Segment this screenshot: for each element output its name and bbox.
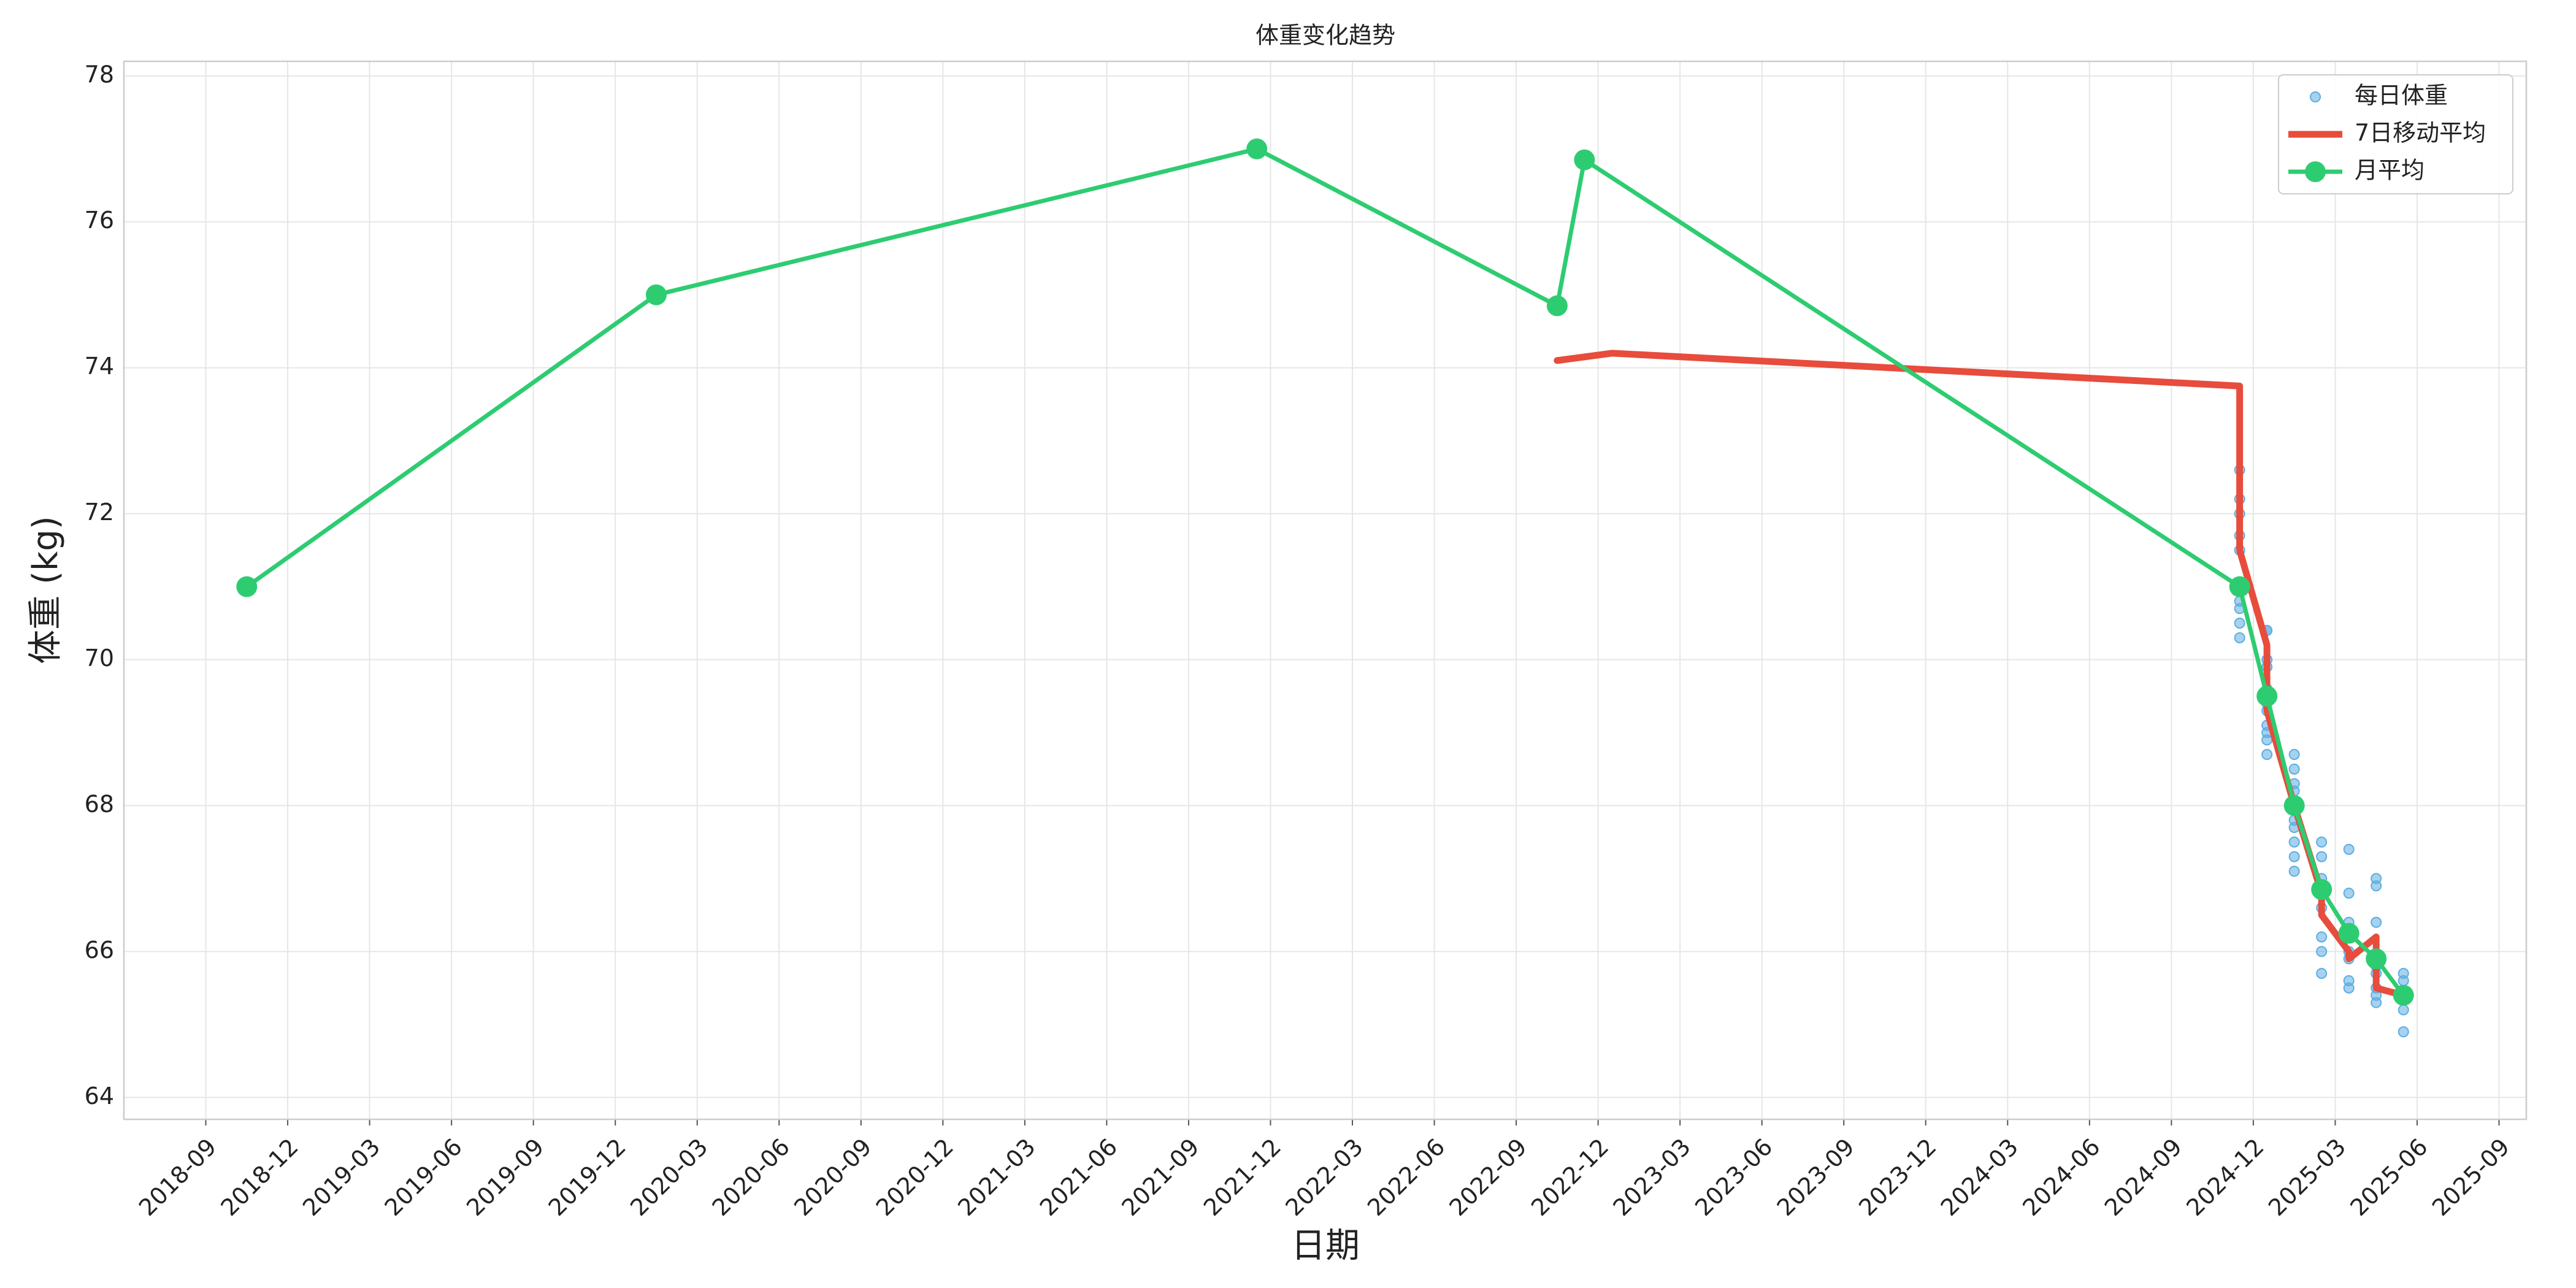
x-tick-label: 2024-09 [2099, 1133, 2187, 1221]
marker [2366, 948, 2387, 970]
marker [2229, 576, 2250, 597]
data-point [2288, 836, 2300, 848]
data-point [2288, 851, 2300, 862]
data-point [2343, 982, 2355, 994]
data-point [2234, 632, 2245, 643]
x-tick-label: 2022-12 [1526, 1133, 1614, 1221]
x-tick-label: 2018-12 [215, 1133, 303, 1221]
x-tick-label: 2024-06 [2017, 1133, 2105, 1221]
x-tick-label: 2019-06 [380, 1133, 467, 1221]
data-point [2288, 749, 2300, 761]
legend-box [2278, 74, 2513, 194]
data-point [2316, 851, 2328, 862]
legend-swatch [2305, 161, 2326, 182]
y-tick-label: 72 [85, 499, 114, 526]
x-tick-label: 2020-09 [789, 1133, 876, 1221]
x-tick-label: 2019-03 [297, 1133, 385, 1221]
x-tick-label: 2021-12 [1198, 1133, 1286, 1221]
data-point [2371, 916, 2382, 928]
line [1554, 350, 2407, 999]
x-tick-label: 2020-12 [871, 1133, 959, 1221]
y-tick-label: 64 [85, 1083, 114, 1110]
marker [1246, 138, 1268, 159]
x-tick-label: 2023-03 [1608, 1133, 1696, 1221]
legend-swatch [2310, 91, 2321, 102]
x-tick-label: 2021-09 [1116, 1133, 1204, 1221]
y-axis-label: 体重 (kg) [26, 516, 66, 664]
legend-label: 月平均 [2355, 157, 2425, 184]
data-point [2316, 946, 2328, 957]
x-tick-label: 2024-12 [2181, 1133, 2269, 1221]
x-tick-label: 2023-12 [1853, 1133, 1941, 1221]
data-point [2398, 1026, 2409, 1038]
data-point [2288, 763, 2300, 775]
data-point [2288, 865, 2300, 877]
data-point [2343, 843, 2355, 855]
x-tick-label: 2021-03 [953, 1133, 1040, 1221]
x-axis-label: 日期 [1291, 1226, 1360, 1266]
x-tick-label: 2024-03 [1936, 1133, 2023, 1221]
data-point [2398, 968, 2409, 979]
marker [645, 284, 667, 305]
marker [2393, 984, 2414, 1006]
legend-label: 每日体重 [2355, 82, 2448, 109]
line [244, 147, 2406, 998]
x-tick-label: 2025-06 [2345, 1133, 2432, 1221]
marker [2311, 879, 2333, 900]
y-tick-label: 76 [85, 207, 114, 234]
x-tick-label: 2019-12 [543, 1133, 631, 1221]
marker [1574, 149, 1595, 171]
data-point [2234, 618, 2245, 629]
data-point [2316, 931, 2328, 943]
data-point [2261, 749, 2273, 761]
y-tick-label: 74 [85, 353, 114, 380]
x-tick-label: 2021-06 [1035, 1133, 1122, 1221]
y-tick-label: 68 [85, 791, 114, 818]
marker [2283, 795, 2305, 816]
data-point [2316, 836, 2328, 848]
x-tick-label: 2020-03 [625, 1133, 713, 1221]
x-tick-label: 2023-06 [1690, 1133, 1777, 1221]
data-point [2316, 968, 2328, 979]
y-tick-label: 78 [85, 61, 114, 88]
data-point [2343, 887, 2355, 899]
x-tick-label: 2023-09 [1772, 1133, 1860, 1221]
data-point [2371, 873, 2382, 884]
marker [2256, 686, 2278, 707]
legend-label: 7日移动平均 [2355, 120, 2486, 147]
marker [2338, 922, 2359, 944]
x-tick-label: 2025-09 [2427, 1133, 2515, 1221]
x-tick-label: 2020-06 [707, 1133, 795, 1221]
marker [1546, 295, 1568, 316]
marker [236, 576, 258, 597]
x-tick-label: 2025-03 [2263, 1133, 2351, 1221]
plot-frame [123, 60, 2528, 1121]
x-tick-label: 2022-06 [1362, 1133, 1450, 1221]
data-point [2398, 1004, 2409, 1016]
x-tick-label: 2018-09 [134, 1133, 221, 1221]
y-tick-label: 70 [85, 645, 114, 672]
y-tick-label: 66 [85, 937, 114, 964]
x-tick-label: 2022-03 [1280, 1133, 1368, 1221]
x-tick-label: 2022-09 [1444, 1133, 1531, 1221]
data-point [2371, 997, 2382, 1008]
x-tick-label: 2019-09 [461, 1133, 549, 1221]
chart-title: 体重变化趋势 [1255, 22, 1395, 49]
